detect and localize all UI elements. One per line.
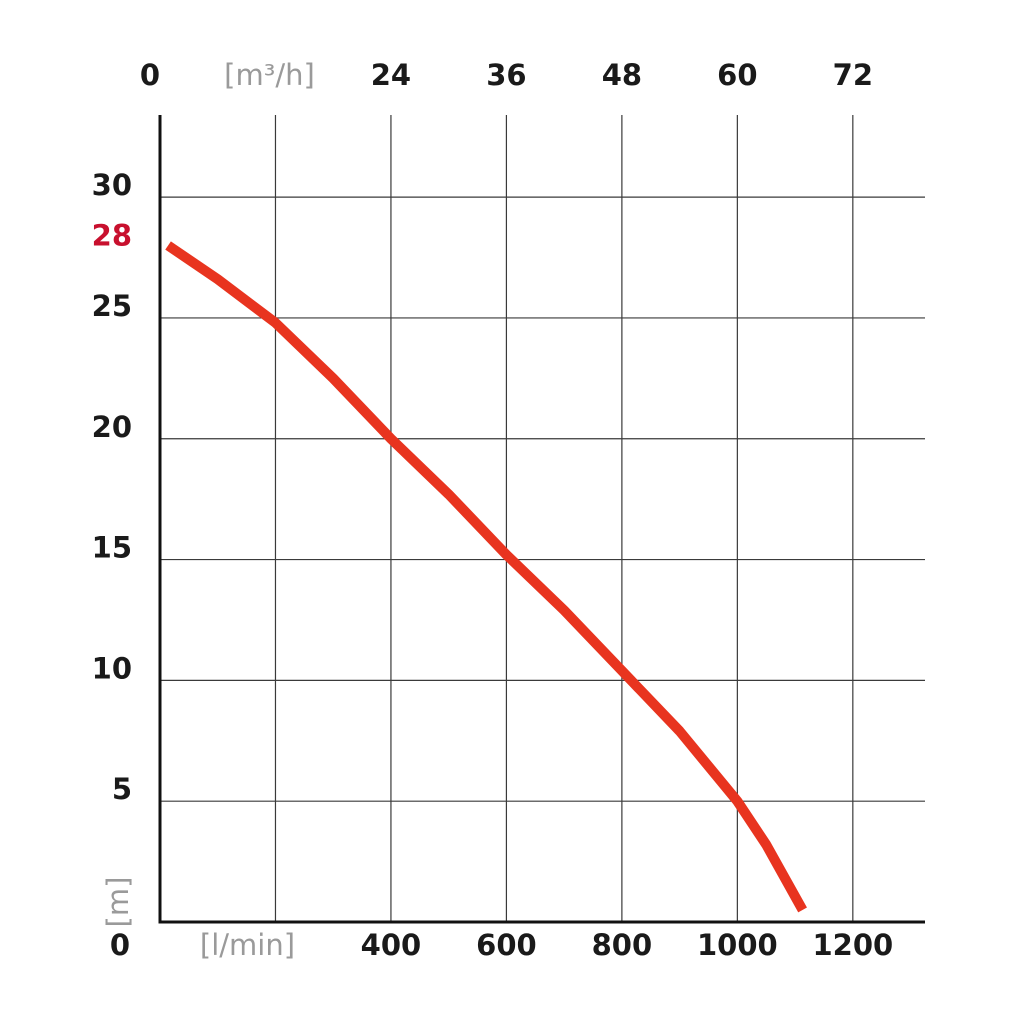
x2-tick-label: 48 xyxy=(602,58,642,92)
x-tick-label: 800 xyxy=(592,928,653,962)
x-tick-label: 400 xyxy=(361,928,422,962)
x2-tick-label: 24 xyxy=(371,58,411,92)
curve xyxy=(165,241,807,913)
x2-tick-label: [m³/h] xyxy=(224,58,315,92)
y-axis-label: [m] xyxy=(101,877,135,928)
x2-tick-label: 72 xyxy=(833,58,873,92)
y-tick-label: 30 xyxy=(92,168,132,202)
y-tick-label: 10 xyxy=(92,651,132,685)
x2-tick-label: 60 xyxy=(717,58,757,92)
x-tick-label: 1200 xyxy=(812,928,893,962)
x-tick-label: [l/min] xyxy=(200,928,295,962)
x2-tick-label: 0 xyxy=(140,58,160,92)
y-tick-label: 25 xyxy=(92,289,132,323)
y-tick-label: 5 xyxy=(112,772,132,806)
x-tick-label: 600 xyxy=(476,928,537,962)
x2-tick-label: 36 xyxy=(486,58,526,92)
max-head-label: 28 xyxy=(92,218,132,252)
y-tick-label: 20 xyxy=(92,410,132,444)
y-tick-label: 15 xyxy=(92,531,132,565)
x-tick-label: 1000 xyxy=(697,928,778,962)
x-tick-label: 0 xyxy=(110,928,130,962)
